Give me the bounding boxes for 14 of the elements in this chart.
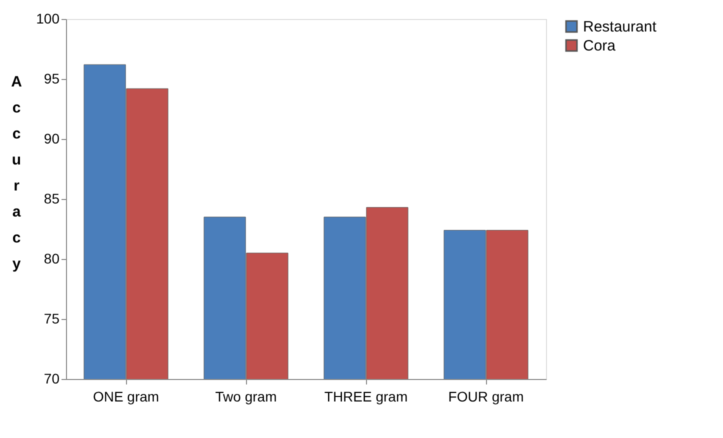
legend-label: Restaurant [583, 18, 658, 36]
x-tick-label: Two gram [215, 388, 277, 404]
y-tick-label: 85 [44, 190, 60, 206]
x-tick-label: THREE gram [324, 388, 408, 404]
y-tick-label: 100 [36, 10, 60, 26]
y-axis-title: Accuracy [11, 74, 22, 272]
y-tick-label: 95 [44, 70, 60, 86]
legend-label: Cora [583, 38, 616, 54]
y-tick-label: 90 [44, 130, 60, 146]
y-tick-label: 75 [44, 310, 60, 326]
x-tick-label: FOUR gram [448, 388, 524, 404]
y-tick-label: 80 [44, 250, 60, 266]
x-tick-label: ONE gram [92, 388, 160, 404]
y-tick-label: 70 [44, 370, 60, 386]
